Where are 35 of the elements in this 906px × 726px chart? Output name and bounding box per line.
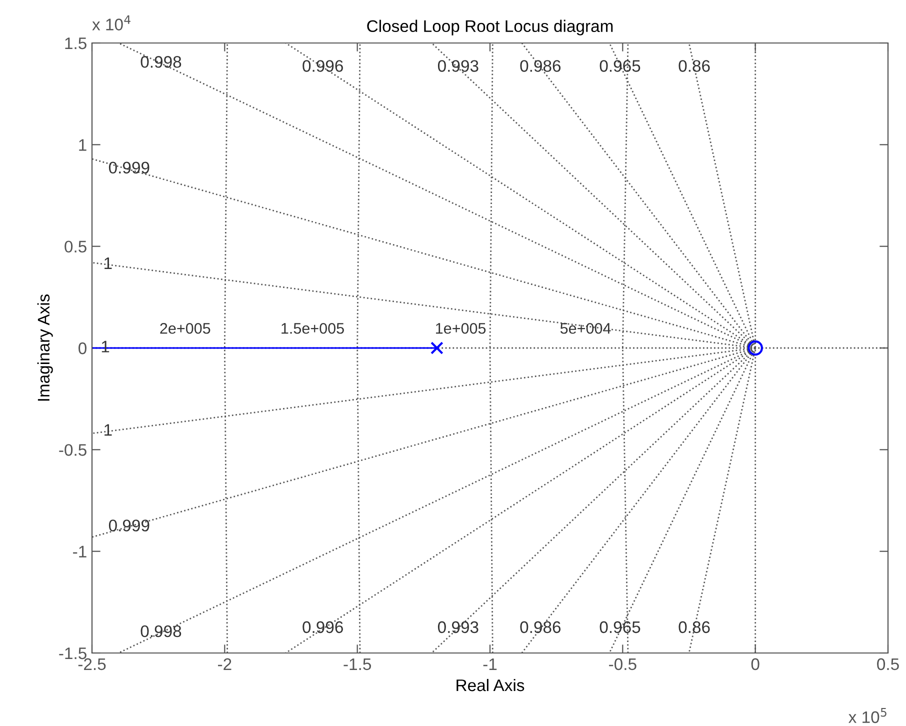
x-tick-label: -0.5 (609, 658, 636, 670)
y-tick-label: 1 (79, 139, 86, 151)
y-tick-label: -1 (73, 546, 86, 558)
annotation: 0.965 (600, 60, 640, 72)
annotation: 0.996 (302, 621, 343, 634)
x-tick-label: -2.5 (78, 658, 106, 670)
annotation: 0.86 (678, 60, 710, 72)
annotation: 0.993 (438, 621, 478, 634)
annotation: 1 (104, 424, 112, 436)
text: x 10$^{4}$ (92, 15, 130, 30)
x-tick-label: -1.5 (344, 658, 371, 670)
y-tick-label: 0 (78, 342, 86, 354)
annotation: 0.986 (520, 60, 561, 72)
annotation: 1 (104, 257, 112, 269)
x-tick-label: -1 (483, 658, 497, 670)
annotation: 0.996 (302, 60, 343, 72)
annotation: 1e+005 (436, 322, 486, 334)
y-tick-label: -0.5 (59, 444, 86, 456)
x-axis-title: Real Axis (456, 678, 524, 692)
y-axis-title: Imaginary Axis (37, 294, 53, 401)
y-tick-label: -1.5 (59, 648, 86, 660)
x-tick-label: 0.5 (877, 658, 899, 670)
annotation: 0.86 (678, 621, 710, 634)
x-tick-label: -2 (218, 658, 232, 670)
annotation: 5e+004 (560, 322, 611, 334)
text: x 10$^{5}$ (848, 708, 886, 724)
annotation: 1.5e+005 (282, 322, 344, 334)
x-tick-label: 0 (751, 658, 760, 670)
chart-title: Closed Loop Root Locus diagram (367, 20, 613, 36)
annotation: 0.993 (438, 60, 478, 72)
y-tick-label: 0.5 (64, 240, 86, 253)
annotation: 0.986 (520, 621, 561, 634)
annotation: 0.965 (600, 621, 640, 634)
annotation: 2e+005 (160, 322, 210, 334)
y-tick-label: 1.5 (65, 38, 86, 50)
